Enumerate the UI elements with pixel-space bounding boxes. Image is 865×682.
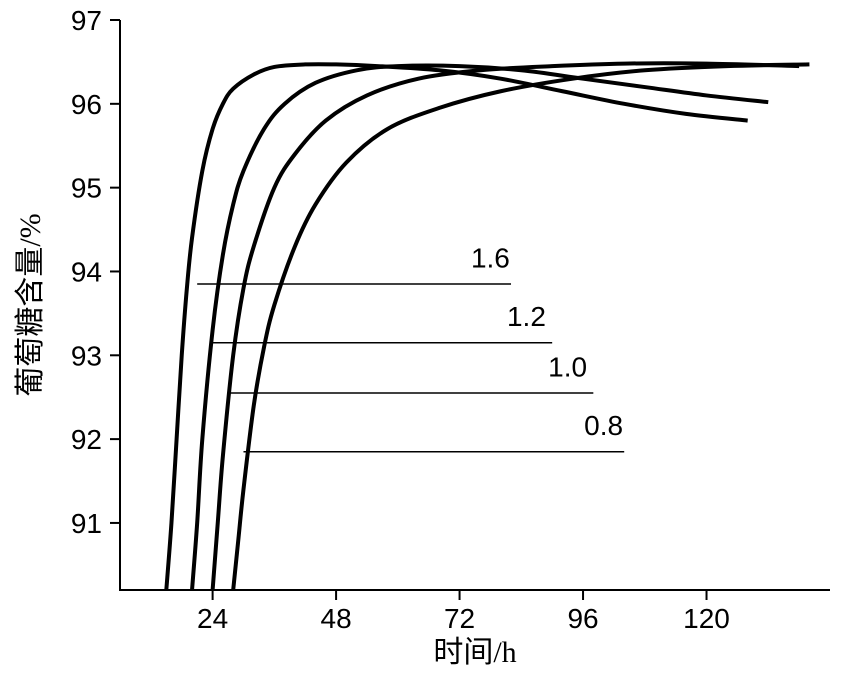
series-label-1.2: 1.2 xyxy=(507,301,546,332)
x-tick-label: 120 xyxy=(683,603,730,634)
y-tick-label: 97 xyxy=(71,5,102,36)
y-tick-label: 94 xyxy=(71,256,102,287)
x-tick-label: 72 xyxy=(444,603,475,634)
chart-svg: 24 48 72 96 120 时间/h 91 92 93 94 95 96 97 葡萄糖含量/% 1.6 1… xyxy=(0,0,865,682)
series-curve-1.2 xyxy=(192,66,768,590)
x-tick-label: 24 xyxy=(197,603,228,634)
y-tick-label: 95 xyxy=(71,173,102,204)
y-tick-label: 93 xyxy=(71,340,102,371)
series-label-1.0: 1.0 xyxy=(548,351,587,382)
chart-container: 24 48 72 96 120 时间/h 91 92 93 94 95 96 97 葡萄糖含量/% 1.6 1… xyxy=(0,0,865,682)
x-axis-title: 时间/h xyxy=(433,636,516,669)
x-tick-label: 48 xyxy=(321,603,352,634)
series-curve-1.6 xyxy=(166,64,747,590)
y-tick-label: 91 xyxy=(71,508,102,539)
series-curve-1.0 xyxy=(213,63,800,590)
series-label-0.8: 0.8 xyxy=(584,410,623,441)
series-label-1.6: 1.6 xyxy=(471,242,510,273)
x-tick-label: 96 xyxy=(567,603,598,634)
y-axis-title: 葡萄糖含量/% xyxy=(14,213,47,396)
y-tick-label: 92 xyxy=(71,424,102,455)
axes xyxy=(120,20,830,590)
y-tick-label: 96 xyxy=(71,89,102,120)
